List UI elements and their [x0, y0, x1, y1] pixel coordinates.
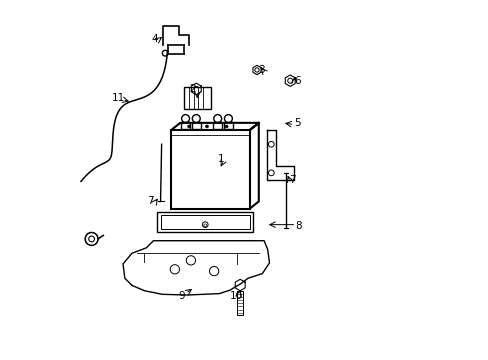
- Text: 2: 2: [189, 84, 196, 94]
- Bar: [224, 122, 232, 129]
- Circle shape: [203, 224, 206, 227]
- Circle shape: [181, 114, 189, 122]
- Circle shape: [268, 141, 274, 147]
- Text: 7: 7: [147, 197, 154, 206]
- Circle shape: [205, 125, 208, 128]
- Circle shape: [213, 114, 221, 122]
- Text: 6: 6: [293, 76, 300, 86]
- Circle shape: [186, 256, 195, 265]
- Circle shape: [192, 114, 200, 122]
- Circle shape: [202, 222, 207, 228]
- Bar: [171, 130, 249, 208]
- Circle shape: [209, 266, 218, 276]
- Bar: [213, 122, 222, 129]
- Circle shape: [254, 68, 259, 72]
- Circle shape: [88, 236, 94, 242]
- Circle shape: [224, 114, 232, 122]
- Text: 7: 7: [289, 175, 295, 185]
- Circle shape: [187, 125, 190, 128]
- Circle shape: [225, 125, 227, 128]
- Bar: [192, 122, 200, 129]
- Text: 10: 10: [230, 291, 243, 301]
- Circle shape: [162, 50, 168, 56]
- Text: 3: 3: [258, 65, 264, 75]
- Circle shape: [268, 170, 274, 176]
- Bar: [237, 292, 243, 315]
- Text: 1: 1: [218, 154, 224, 163]
- Circle shape: [287, 78, 292, 83]
- Bar: [183, 87, 210, 109]
- Circle shape: [85, 233, 98, 246]
- Text: 5: 5: [293, 118, 300, 128]
- Text: 11: 11: [112, 93, 125, 103]
- Bar: [181, 122, 189, 129]
- Circle shape: [193, 86, 198, 91]
- Text: 4: 4: [151, 34, 158, 44]
- Bar: [157, 212, 253, 232]
- Text: 9: 9: [178, 291, 185, 301]
- Circle shape: [170, 265, 179, 274]
- Bar: [160, 215, 249, 229]
- Text: 8: 8: [295, 221, 302, 231]
